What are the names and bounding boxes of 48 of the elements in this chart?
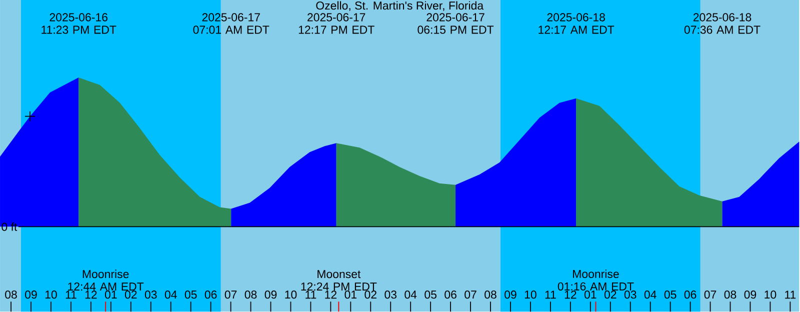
x-tick-label: 06 — [204, 290, 217, 299]
x-tick-label: 02 — [124, 290, 137, 299]
x-tick-label: 08 — [5, 290, 17, 299]
x-tick-label: 06 — [684, 290, 696, 299]
x-tick-label: 03 — [624, 290, 636, 299]
x-tick-label: 03 — [384, 290, 396, 299]
x-tick-label: 12 — [325, 290, 336, 299]
x-tick-label: 08 — [244, 290, 257, 299]
x-tick-label: 01 — [104, 290, 117, 299]
x-tick-label: 02 — [604, 290, 616, 299]
x-tick-label: 10 — [524, 290, 536, 299]
x-tick-label: 12 — [85, 290, 97, 299]
x-tick-label: 12 — [564, 290, 576, 299]
text: 2025-06-17 12:17 PM EDT — [298, 13, 374, 34]
x-tick-label: 11 — [306, 290, 316, 299]
x-tick-label: 01 — [584, 290, 596, 299]
x-tick-label: 04 — [404, 290, 417, 299]
x-tick-label: 10 — [45, 290, 57, 299]
x-tick-label: 05 — [184, 290, 197, 299]
x-tick-label: 11 — [545, 290, 556, 299]
x-tick-label: 10 — [764, 290, 776, 299]
x-tick-label: 09 — [744, 290, 756, 299]
x-tick-label: 04 — [644, 290, 656, 299]
x-tick-label: 08 — [484, 290, 496, 299]
x-tick-label: 09 — [264, 290, 277, 299]
x-tick-label: 02 — [364, 290, 376, 299]
x-tick-label: 05 — [424, 290, 436, 299]
x-tick-label: 07 — [224, 290, 237, 299]
x-tick-label: 07 — [704, 290, 716, 299]
ref-line-label: Moonset 12:24 PM EDT — [301, 270, 377, 290]
x-tick-label: 09 — [504, 290, 516, 299]
text: 2025-06-17 06:15 PM EDT — [418, 13, 494, 34]
ref-line-label: Moonrise 12:44 AM EDT — [68, 270, 144, 290]
x-tick-label: 05 — [664, 290, 676, 299]
x-tick-label: 03 — [144, 290, 157, 299]
x-tick-label: 01 — [344, 290, 356, 299]
x-tick-label: 06 — [444, 290, 456, 299]
text: 2025-06-16 11:23 PM EDT — [42, 13, 116, 34]
ref-line-label: Moonrise 01:16 AM EDT — [558, 270, 634, 290]
chart-title: Ozello, St. Martin's River, Florida — [316, 1, 484, 11]
x-tick-label: 07 — [464, 290, 476, 299]
x-tick-label: 08 — [724, 290, 736, 299]
x-tick-label: 04 — [164, 290, 177, 299]
x-tick-label: 11 — [66, 290, 76, 299]
x-tick-label: 09 — [25, 290, 37, 299]
x-tick-label: 11 — [785, 290, 796, 299]
text: 2025-06-18 12:17 AM EDT — [538, 13, 614, 34]
x-tick-label: 10 — [285, 290, 297, 299]
